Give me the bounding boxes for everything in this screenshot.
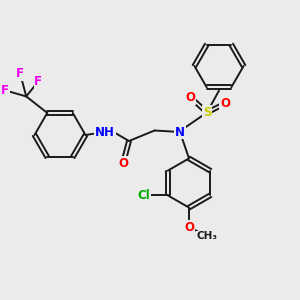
Text: F: F: [34, 75, 42, 88]
Text: F: F: [16, 68, 24, 80]
Text: NH: NH: [95, 125, 115, 139]
Text: O: O: [185, 91, 196, 104]
Text: O: O: [118, 157, 128, 170]
Text: Cl: Cl: [137, 189, 150, 202]
Text: N: N: [175, 125, 185, 139]
Text: F: F: [1, 84, 9, 97]
Text: S: S: [203, 106, 211, 119]
Text: O: O: [184, 220, 194, 234]
Text: CH₃: CH₃: [196, 231, 218, 241]
Text: O: O: [220, 97, 230, 110]
